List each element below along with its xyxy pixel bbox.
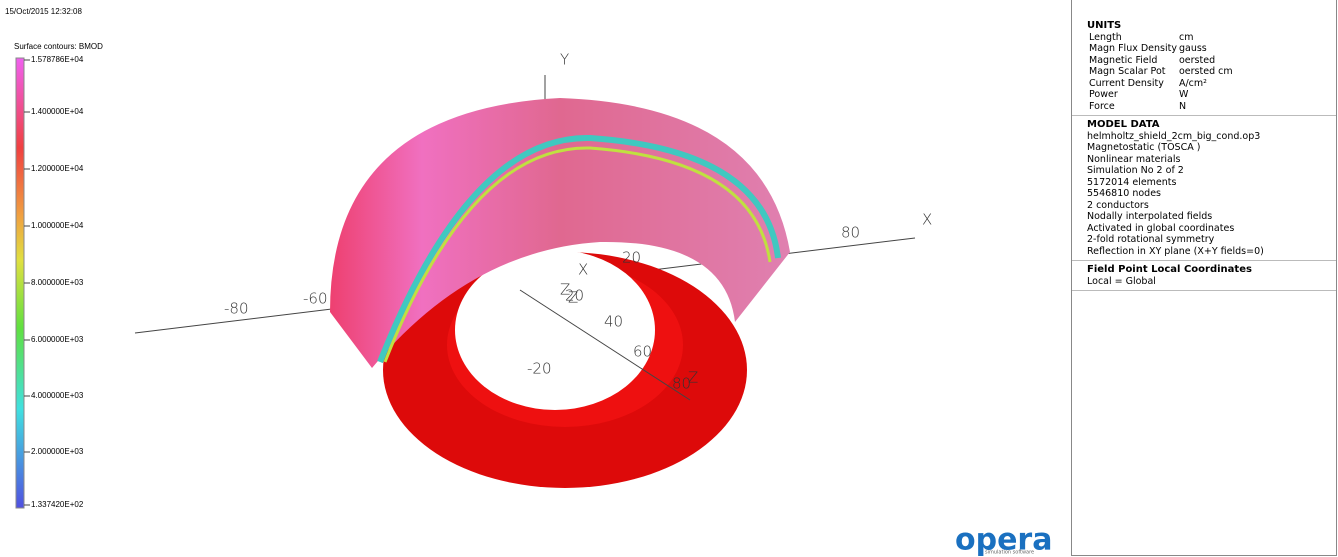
- axis-label: 20: [565, 287, 584, 305]
- legend-label: 1.000000E+04: [31, 221, 84, 230]
- unit-value: oersted: [1178, 54, 1216, 66]
- unit-name: Current Density: [1089, 77, 1164, 89]
- timestamp: 15/Oct/2015 12:32:08: [5, 7, 83, 16]
- unit-name: Magn Scalar Pot: [1089, 66, 1166, 77]
- contour-title: Surface contours: BMOD: [14, 42, 103, 51]
- axis-label: Y: [560, 51, 569, 69]
- unit-name: Magn Flux Density: [1089, 43, 1177, 54]
- section-title: UNITS: [1087, 20, 1122, 31]
- contour-band: [377, 134, 781, 364]
- unit-row: Length cm: [1089, 32, 1235, 44]
- unit-value: oersted cm: [1178, 66, 1233, 77]
- model-line: Magnetostatic (TOSCA ): [1087, 142, 1201, 153]
- unit-row: Magnetic Field oersted: [1089, 55, 1235, 67]
- unit-name: Force: [1089, 100, 1115, 112]
- legend-label: 4.000000E+03: [31, 391, 84, 400]
- viewport: 15/Oct/2015 12:32:08 Surface contours: B…: [5, 7, 1052, 557]
- unit-value: cm: [1178, 31, 1194, 43]
- legend-label: 1.337420E+02: [31, 500, 84, 509]
- arch: [330, 98, 790, 368]
- axis-label: 60: [633, 343, 652, 361]
- model-line: Simulation No 2 of 2: [1087, 165, 1184, 176]
- legend-label: 1.400000E+04: [31, 107, 84, 116]
- axis-label: 80: [672, 375, 691, 393]
- unit-name: Power: [1089, 89, 1118, 100]
- unit-value: gauss: [1178, 43, 1207, 54]
- axis-label: -80: [224, 300, 249, 318]
- axis-label: Z: [688, 369, 698, 387]
- model-line: Reflection in XY plane (X+Y fields=0): [1087, 245, 1264, 257]
- model-line: Nodally interpolated fields: [1087, 211, 1213, 222]
- axis-label: 40: [604, 313, 623, 331]
- legend-label: 6.000000E+03: [31, 335, 84, 344]
- model-line: 2 conductors: [1087, 199, 1149, 211]
- colorbar: [15, 57, 25, 509]
- axis-label: Z: [560, 281, 570, 299]
- hole: [455, 250, 655, 410]
- legend-label: 8.000000E+03: [31, 278, 84, 287]
- axis-label: 20: [622, 249, 641, 267]
- legend-label: 1.578786E+04: [31, 55, 84, 64]
- axis-label: -60: [303, 290, 328, 308]
- model-line: Activated in global coordinates: [1087, 222, 1235, 234]
- axis-label: -20: [527, 360, 552, 378]
- axis-label: X: [922, 211, 932, 229]
- section-title: MODEL DATA: [1087, 119, 1160, 130]
- model-line: Nonlinear materials: [1087, 153, 1181, 165]
- field-line: Local = Global: [1087, 275, 1156, 287]
- axis-label: 80: [841, 224, 860, 242]
- axis-label: X: [578, 261, 588, 279]
- contour-band: [383, 146, 772, 363]
- unit-name: Length: [1089, 31, 1122, 43]
- unit-row: Magn Scalar Pot oersted cm: [1089, 66, 1235, 78]
- z-axis: [519, 289, 691, 401]
- unit-row: Power W: [1089, 89, 1235, 101]
- unit-name: Magnetic Field: [1089, 54, 1158, 66]
- unit-row: Force N: [1089, 101, 1235, 113]
- model-line: 5546810 nodes: [1087, 188, 1161, 199]
- unit-value: W: [1178, 89, 1189, 100]
- units-table: Length cm Magn Flux Density gauss Magnetic F…: [1089, 32, 1235, 113]
- legend-label: 1.200000E+04: [31, 164, 84, 173]
- unit-value: N: [1178, 100, 1187, 112]
- logo: opera: [955, 523, 1052, 557]
- info-panel: UNITS Length cm Magn Flux Density gauss Magn…: [1071, 0, 1337, 556]
- legend-label: 2.000000E+03: [31, 447, 84, 456]
- model-line: 5172014 elements: [1087, 176, 1177, 188]
- axis-label: Z: [568, 289, 578, 307]
- unit-row: Magn Flux Density gauss: [1089, 43, 1235, 55]
- unit-row: Current Density A/cm²: [1089, 78, 1235, 90]
- logo-tagline: simulation software: [985, 550, 1034, 556]
- model-line: 2-fold rotational symmetry: [1087, 234, 1215, 245]
- unit-value: A/cm²: [1178, 77, 1207, 89]
- section-title: Field Point Local Coordinates: [1087, 264, 1252, 275]
- model-line: helmholtz_shield_2cm_big_cond.op3: [1087, 130, 1261, 142]
